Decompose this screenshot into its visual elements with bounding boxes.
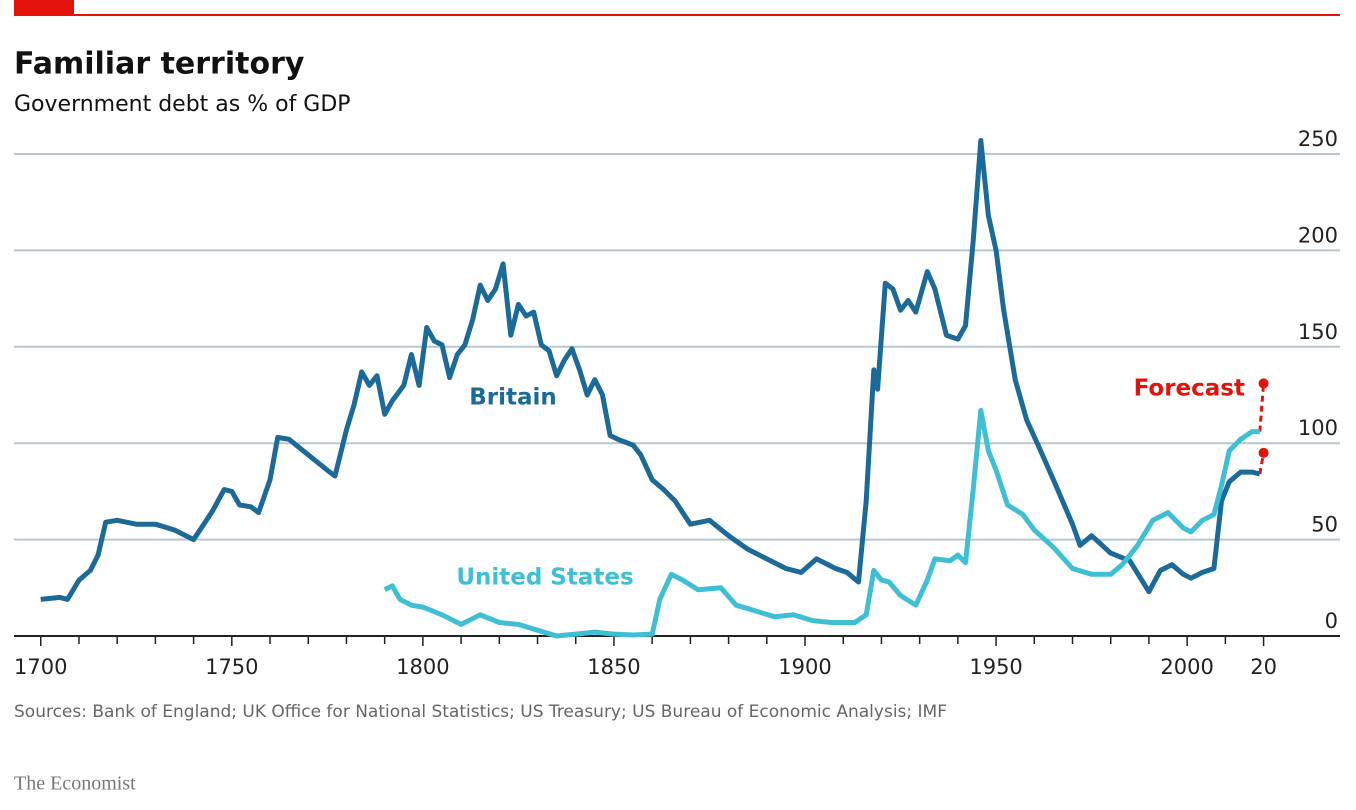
- x-tick-label: 1750: [205, 655, 258, 679]
- x-tick-label: 1800: [396, 655, 449, 679]
- y-tick-label: 50: [1311, 513, 1338, 537]
- forecast-label: Forecast: [1134, 376, 1245, 402]
- brand: The Economist: [14, 773, 136, 795]
- source-note: Sources: Bank of England; UK Office for …: [14, 702, 947, 722]
- x-tick-label: 1700: [14, 655, 67, 679]
- series-line: [383, 407, 1260, 639]
- forecast-line: [1258, 452, 1266, 475]
- y-tick-label: 100: [1298, 416, 1338, 440]
- y-tick-label: 200: [1298, 223, 1338, 247]
- brand-flag: [14, 0, 74, 15]
- x-tick-label: 2000: [1160, 655, 1213, 679]
- y-tick-label: 250: [1298, 127, 1338, 151]
- y-tick-label: 0: [1325, 609, 1338, 633]
- series-label: Britain: [469, 385, 557, 411]
- x-tick-label: 1850: [587, 655, 640, 679]
- x-tick-label: 1950: [969, 655, 1022, 679]
- chart-title: Familiar territory: [14, 47, 305, 82]
- chart-subtitle: Government debt as % of GDP: [14, 92, 351, 117]
- x-tick-label: 1900: [778, 655, 831, 679]
- series-line: [40, 138, 1261, 602]
- series-label: United States: [456, 565, 633, 591]
- forecast-point: [1258, 447, 1269, 458]
- forecast-point: [1258, 378, 1269, 389]
- forecast-line: [1258, 383, 1266, 432]
- x-tick-label: 20: [1250, 655, 1277, 679]
- y-tick-label: 150: [1298, 320, 1338, 344]
